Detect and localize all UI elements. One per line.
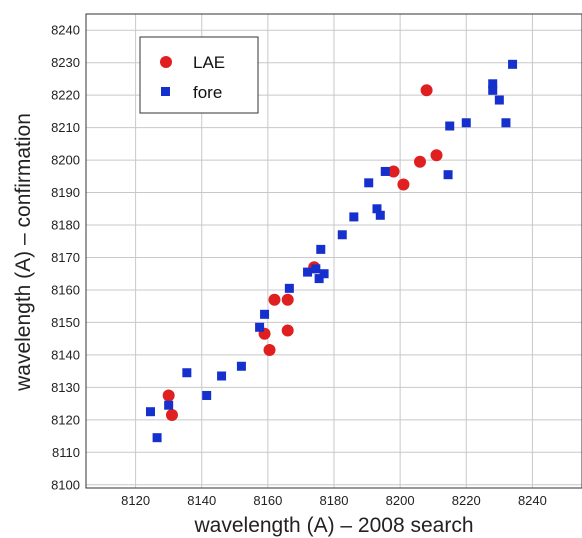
legend-box (139, 36, 259, 114)
y-axis-label: wavelength (A) – confirmation (12, 113, 35, 392)
point-lae (397, 178, 410, 191)
point-fore (443, 170, 453, 180)
point-fore (445, 121, 455, 131)
legend-marker-fore (161, 87, 170, 96)
y-tick-label: 8170 (51, 250, 80, 265)
point-fore (182, 368, 192, 378)
point-fore (145, 407, 155, 417)
x-tick-label: 8120 (121, 493, 150, 508)
y-tick-label: 8190 (51, 185, 80, 200)
y-tick-label: 8110 (52, 445, 80, 460)
y-tick-label: 8120 (51, 412, 80, 427)
point-fore (260, 309, 270, 319)
point-lae (430, 149, 443, 162)
point-fore (152, 433, 162, 443)
point-lae (387, 165, 400, 178)
legend: LAE fore (139, 36, 259, 114)
point-lae (281, 293, 294, 306)
y-tick-label: 8230 (51, 55, 80, 70)
point-fore (319, 269, 329, 279)
point-fore (380, 166, 390, 176)
y-tick-label: 8140 (51, 347, 80, 362)
y-tick-label: 8240 (51, 23, 80, 38)
x-tick-labels: 8120 8140 8160 8180 8200 8220 8240 (121, 493, 547, 508)
point-fore (164, 400, 174, 410)
legend-marker-lae (160, 56, 172, 68)
y-tick-label: 8150 (51, 315, 80, 330)
point-lae (281, 324, 294, 337)
y-tick-labels: 8100 8110 8120 8130 8140 8150 8160 8170 8180 8190… (51, 23, 80, 493)
data-points (145, 59, 518, 443)
y-tick-label: 8210 (51, 120, 80, 135)
point-fore (349, 212, 359, 222)
x-tick-label: 8180 (320, 493, 349, 508)
point-lae (165, 408, 178, 421)
x-tick-label: 8140 (187, 493, 216, 508)
legend-label-fore: fore (193, 83, 222, 102)
point-fore (461, 118, 471, 128)
x-tick-label: 8220 (452, 493, 481, 508)
y-tick-label: 8160 (51, 282, 80, 297)
point-lae (162, 389, 175, 402)
x-tick-label: 8240 (518, 493, 547, 508)
point-fore (372, 204, 382, 214)
y-tick-label: 8180 (51, 218, 80, 233)
point-lae (263, 344, 276, 357)
point-fore (236, 361, 246, 371)
legend-label-lae: LAE (193, 53, 225, 72)
x-axis-label: wavelength (A) – 2008 search (194, 514, 474, 537)
point-lae (413, 155, 426, 168)
grid-lines (86, 14, 582, 488)
point-lae (420, 84, 433, 97)
point-fore (488, 85, 498, 95)
point-fore (316, 244, 326, 254)
y-tick-label: 8100 (51, 477, 80, 492)
point-fore (501, 118, 511, 128)
y-tick-label: 8130 (51, 380, 80, 395)
point-fore (494, 95, 504, 105)
x-tick-label: 8160 (253, 493, 282, 508)
point-fore (488, 79, 498, 89)
point-fore (284, 283, 294, 293)
point-fore (314, 274, 324, 284)
point-fore (337, 230, 347, 240)
point-fore (364, 178, 374, 188)
x-tick-label: 8200 (386, 493, 415, 508)
point-fore (375, 210, 385, 220)
y-tick-label: 8200 (51, 153, 80, 168)
point-fore (202, 390, 212, 400)
point-fore (508, 59, 518, 69)
point-fore (217, 371, 227, 381)
y-tick-label: 8220 (51, 88, 80, 103)
point-fore (311, 264, 321, 274)
plot-frame (85, 13, 582, 489)
point-fore (255, 322, 265, 332)
point-lae (268, 293, 281, 306)
point-fore (303, 267, 313, 277)
